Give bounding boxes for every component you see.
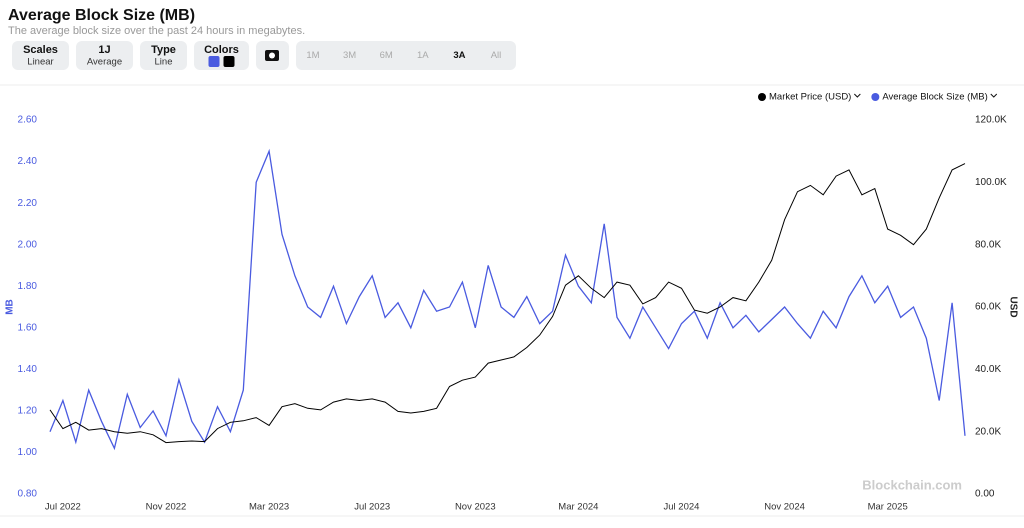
range-option[interactable]: 3A [453, 50, 465, 61]
x-tick-label: Jul 2023 [354, 502, 390, 513]
y2-tick-label: 20.0K [975, 426, 1001, 437]
title: Average Block Size (MB) [8, 7, 195, 24]
y2-tick-label: 0.00 [975, 489, 995, 500]
x-tick-label: Nov 2023 [455, 502, 496, 513]
control-label: Scales [23, 44, 58, 56]
y-tick-label: 1.20 [18, 406, 38, 417]
y2-tick-label: 60.0K [975, 302, 1001, 313]
color-swatch [223, 56, 235, 67]
range-option[interactable]: All [491, 50, 502, 61]
x-tick-label: Jul 2024 [664, 502, 700, 513]
control-label: Type [151, 44, 176, 56]
x-tick-label: Nov 2024 [764, 502, 805, 513]
control-value: Average [87, 57, 122, 68]
legend-label: Market Price (USD) [769, 92, 851, 103]
y2-tick-label: 120.0K [975, 115, 1007, 126]
x-tick-label: Jul 2022 [45, 502, 81, 513]
y2-tick-label: 80.0K [975, 239, 1001, 250]
y-tick-label: 2.00 [18, 239, 38, 250]
range-option[interactable]: 3M [343, 50, 356, 61]
y2-tick-label: 40.0K [975, 364, 1001, 375]
range-option[interactable]: 6M [380, 50, 393, 61]
button-bg [194, 41, 249, 70]
control-label: 1J [98, 44, 110, 56]
control-value: Linear [27, 57, 53, 68]
range-bar [296, 41, 516, 70]
range-option[interactable]: 1A [417, 50, 429, 61]
y-axis-label: MB [5, 299, 16, 315]
watermark: Blockchain.com [862, 477, 962, 492]
legend-marker [871, 93, 880, 101]
y-tick-label: 0.80 [18, 489, 38, 500]
legend-chevron [853, 93, 861, 98]
control-button[interactable]: Colors [194, 41, 249, 70]
x-tick-label: Mar 2024 [558, 502, 598, 513]
y-tick-label: 1.60 [18, 322, 38, 333]
button-bg [12, 41, 69, 70]
range-option[interactable]: 1M [306, 50, 319, 61]
legend-chevron [990, 93, 998, 98]
x-tick-label: Mar 2023 [249, 502, 289, 513]
legend-marker [758, 93, 766, 101]
y-tick-label: 2.40 [18, 156, 38, 167]
camera-button[interactable] [256, 41, 289, 70]
series-line [49, 148, 966, 451]
y-tick-label: 2.60 [18, 115, 38, 126]
y-tick-label: 1.80 [18, 281, 38, 292]
button-bg [76, 41, 133, 70]
legend-item[interactable]: Average Block Size (MB) [871, 92, 998, 103]
x-tick-label: Nov 2022 [146, 502, 187, 513]
x-tick-label: Mar 2025 [868, 502, 908, 513]
y-tick-label: 1.40 [18, 364, 38, 375]
y2-axis-label: USD [1007, 296, 1018, 317]
subtitle: The average block size over the past 24 … [8, 25, 305, 37]
y2-tick-label: 100.0K [975, 177, 1007, 188]
camera-lens [269, 52, 275, 59]
y-tick-label: 1.00 [18, 447, 38, 458]
color-swatch [208, 56, 220, 67]
series-line [49, 163, 966, 444]
y-tick-label: 2.20 [18, 198, 38, 209]
legend-item[interactable]: Market Price (USD) [758, 92, 861, 103]
control-value: Line [155, 57, 173, 68]
control-label: Colors [204, 44, 239, 56]
button-bg [140, 41, 187, 70]
legend-label: Average Block Size (MB) [882, 92, 987, 103]
